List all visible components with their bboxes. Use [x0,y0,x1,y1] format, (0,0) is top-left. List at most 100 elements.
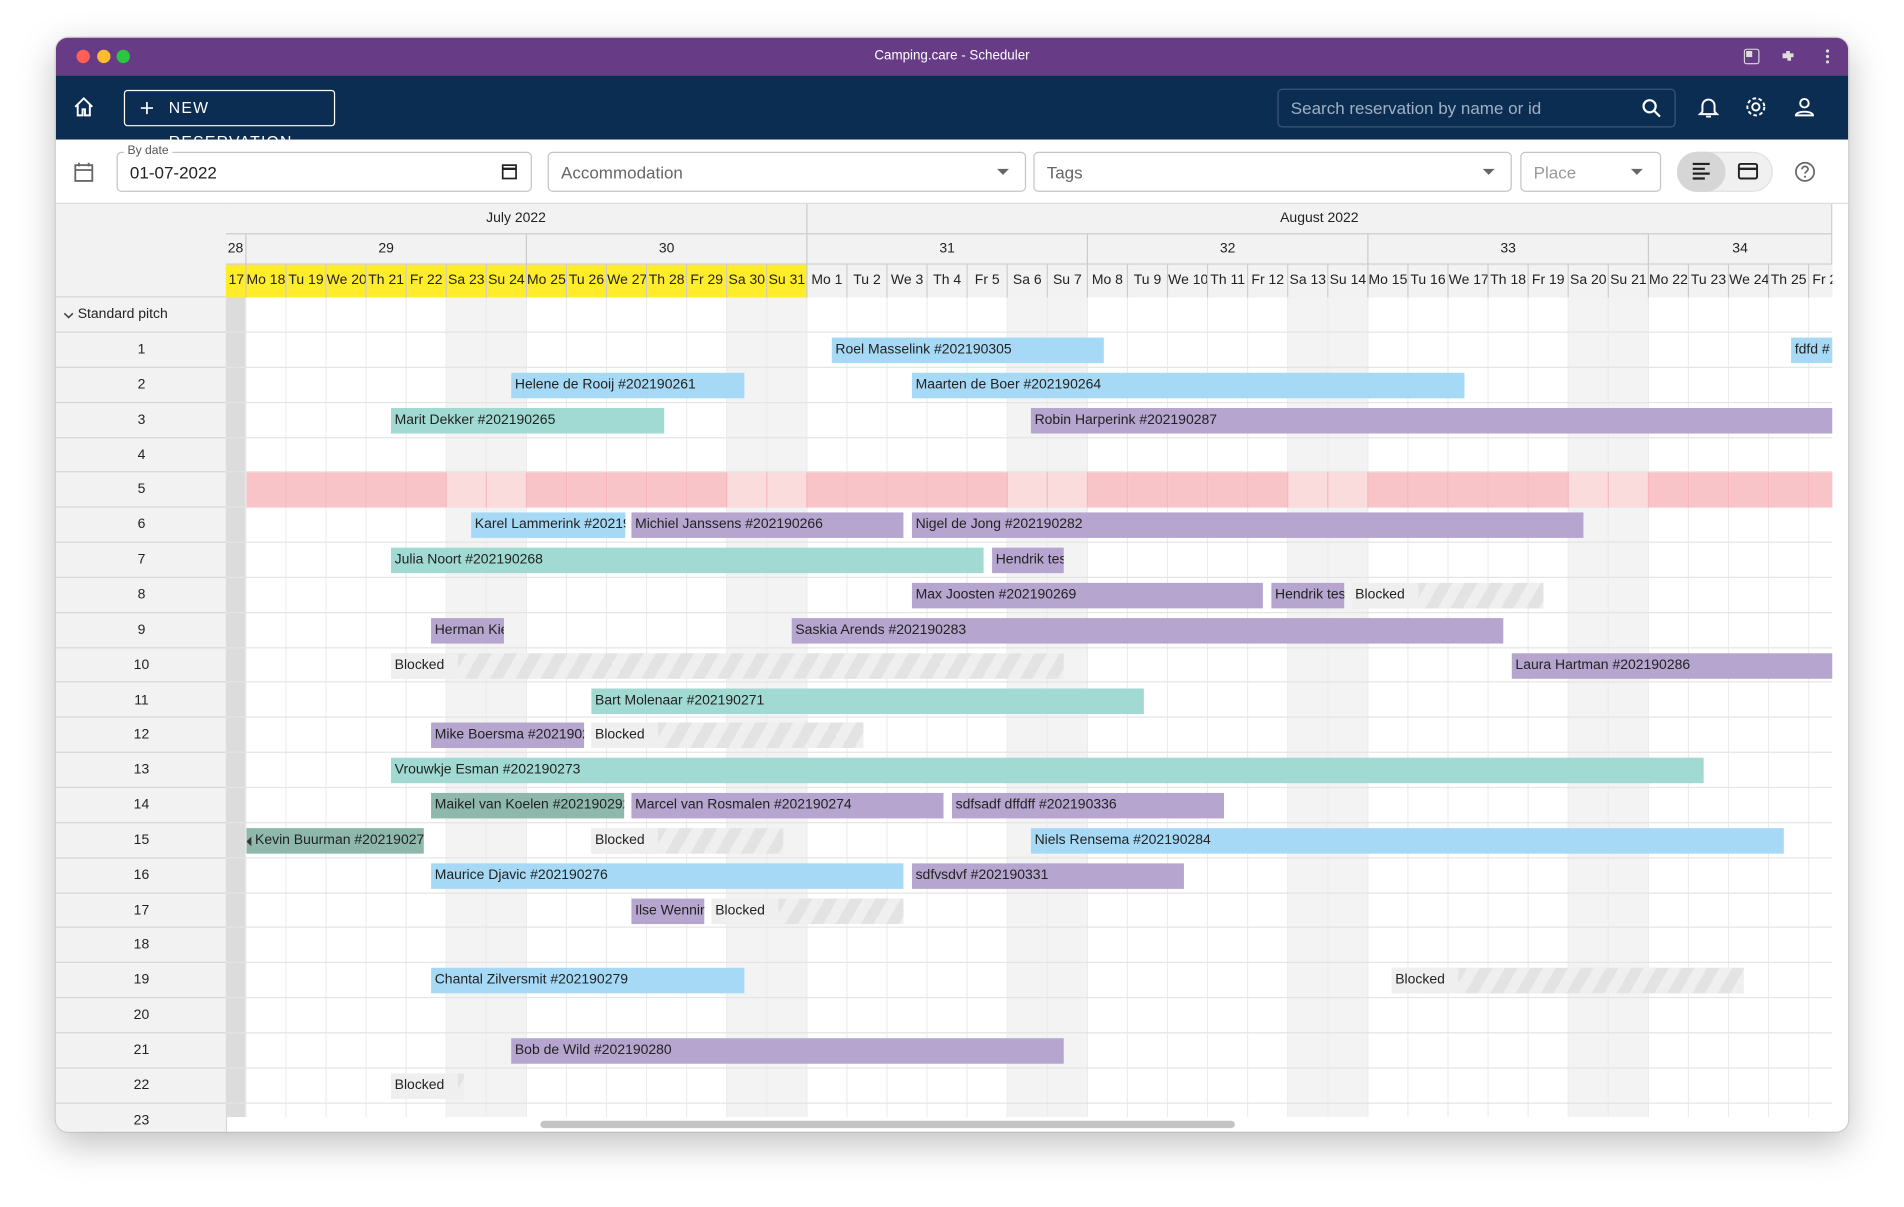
reservation-bar[interactable]: Hendrik tes [1271,582,1345,609]
day-label: Sa 30 [727,264,768,298]
date-picker-icon[interactable] [501,163,518,180]
blocked-period[interactable]: Blocked [712,898,904,924]
day-column [1769,297,1810,1118]
tags-select[interactable]: Tags [1033,151,1512,192]
reservation-bar[interactable]: Herman Kie [431,617,504,644]
unavailable-cell [1168,472,1209,508]
reservation-bar[interactable]: Roel Masselink #202190305 [831,337,1104,364]
blocked-period[interactable]: Blocked [1352,582,1544,609]
collapse-icon[interactable] [63,312,74,319]
maximize-button[interactable] [116,49,130,64]
notifications-icon[interactable] [1697,96,1720,119]
home-icon[interactable] [73,96,95,118]
day-column [246,297,287,1118]
day-label: Mo 1 [807,264,848,298]
row-line [225,858,1833,894]
unavailable-cell [1128,472,1169,508]
reservation-bar[interactable]: Michiel Janssens #202190266 [631,512,904,539]
row-label: 22 [55,1068,226,1104]
reservation-bar[interactable]: sdfvsdvf #202190331 [911,863,1184,889]
place-select[interactable]: Place [1520,151,1662,192]
unavailable-cell [1448,472,1489,508]
resource-column: Standard pitch 1 2 3 4 5 6 7 8 9 10 11 12 13 14 15 16 17 1… [55,204,228,1132]
settings-icon[interactable] [1745,96,1767,118]
new-reservation-button[interactable]: NEW RESERVATION [123,89,336,151]
calendar-icon[interactable] [74,162,94,183]
day-label: Th 25 [1769,264,1810,298]
date-field[interactable]: 01-07-2022 [116,151,532,192]
blocked-period[interactable]: Blocked [591,722,864,749]
day-label: Th 11 [1208,264,1249,298]
reservation-bar[interactable]: Max Joosten #202190269 [911,582,1263,609]
extensions-icon[interactable] [1780,49,1796,65]
day-label: Su 24 [486,264,528,298]
row-line [225,683,1833,719]
reservation-bar[interactable]: Kevin Buurman #202190275 [246,828,424,854]
unavailable-cell [767,472,808,508]
reservation-bar[interactable]: Niels Rensema #202190284 [1030,828,1784,854]
reservation-bar[interactable]: Maarten de Boer #202190264 [911,372,1465,399]
day-label: Th 21 [366,264,407,298]
card-view-icon[interactable] [1737,162,1759,180]
day-label: Tu 19 [286,264,327,298]
reservation-bar[interactable]: Helene de Rooij #202190261 [511,372,745,399]
reservation-bar[interactable]: Bart Molenaar #202190271 [591,687,1144,714]
reservation-bar[interactable]: Nigel de Jong #202190282 [911,512,1584,539]
row-line [226,1103,1833,1117]
horizontal-scrollbar[interactable] [540,1120,1235,1129]
row-label: 7 [55,543,226,578]
reservation-bar[interactable]: Maikel van Koelen #202190292 [431,792,625,819]
blocked-period[interactable]: Blocked [1392,968,1744,994]
search-input[interactable]: Search reservation by name or id [1277,88,1676,128]
dropdown-arrow [1630,168,1643,175]
reservation-bar[interactable]: Mike Boersma #2021902 [431,722,585,749]
reservation-bar[interactable]: Hendrik tes [992,547,1064,574]
menu-icon[interactable] [1825,49,1830,65]
accommodation-select[interactable]: Accommodation [547,151,1027,192]
unavailable-cell [1328,472,1369,508]
reservation-bar[interactable]: Marcel van Rosmalen #202190274 [631,792,944,819]
reservation-bar[interactable]: Julia Noort #202190268 [391,547,984,574]
reservation-bar[interactable]: Bob de Wild #202190280 [511,1038,1064,1064]
group-label[interactable]: Standard pitch [55,298,226,333]
account-icon[interactable] [1794,96,1816,118]
unavailable-cell [1649,472,1690,508]
reservation-bar[interactable]: Karel Lammerink #20219 [471,512,626,539]
close-button[interactable] [76,49,90,64]
blocked-period[interactable]: Blocked [391,1073,464,1099]
translate-icon[interactable] [1743,48,1760,65]
reservation-bar[interactable]: Marit Dekker #202190265 [391,407,665,434]
reservation-bar[interactable]: Chantal Zilversmit #202190279 [431,968,745,994]
day-label: Tu 26 [567,264,608,298]
help-icon[interactable] [1795,161,1816,183]
month-label: July 2022 [225,204,808,235]
timeline-view-icon [1692,162,1710,180]
reservation-bar[interactable]: Laura Hartman #202190286 [1511,652,1833,679]
reservation-bar[interactable]: sdfsadf dffdff #202190336 [952,792,1225,819]
reservation-bar[interactable]: Vrouwkje Esman #202190273 [391,757,1704,784]
unavailable-cell [1488,472,1529,508]
unavailable-cell [647,472,688,508]
app-header: NEW RESERVATION Search reservation by na… [55,75,1849,151]
unavailable-cell [607,472,648,508]
reservation-bar[interactable]: Ilse Wennin [631,898,705,924]
search-icon[interactable] [1642,98,1661,118]
day-column [286,297,327,1118]
row-label: 5 [55,473,226,508]
day-label: Su 7 [1047,264,1089,298]
unavailable-cell [1288,472,1329,508]
reservation-bar[interactable]: Saskia Arends #202190283 [791,617,1504,644]
day-label: Mo 25 [527,264,568,298]
unavailable-cell [527,472,568,508]
reservation-bar[interactable]: fdfd # [1791,337,1833,364]
blocked-period[interactable]: Blocked [391,652,1064,679]
row-label: 13 [55,753,226,789]
reservation-bar[interactable]: Robin Harperink #202190287 [1030,407,1833,434]
header-spacer [55,204,226,298]
minimize-button[interactable] [97,49,111,64]
reservation-bar[interactable]: Maurice Djavic #202190276 [431,863,904,889]
day-label: Th 28 [647,264,688,298]
timeline-view-button[interactable] [1676,151,1726,192]
blocked-period[interactable]: Blocked [591,828,784,854]
